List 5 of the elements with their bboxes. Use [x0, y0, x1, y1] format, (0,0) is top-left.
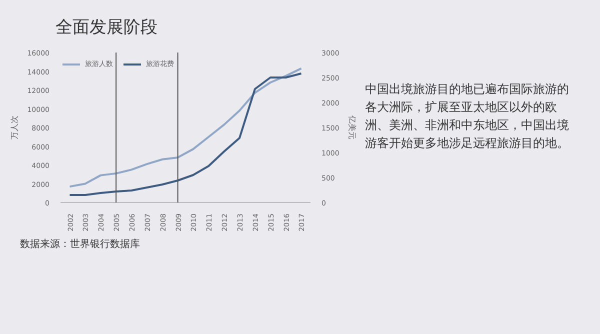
- chart-title: 全面发展阶段: [56, 18, 158, 38]
- text: 中国出境旅游目的地已遍布国际旅游的各大洲际，扩展至亚太地区以外的欧洲、美洲、非洲和中东地区，中国出境游客开始更多地涉足远程旅游目的地。: [365, 81, 570, 152]
- y-axis-title: 万人次: [10, 116, 20, 140]
- y2-axis-title: 亿美元: [347, 114, 356, 140]
- source-note: 数据来源：世界银行数据库: [20, 238, 140, 252]
